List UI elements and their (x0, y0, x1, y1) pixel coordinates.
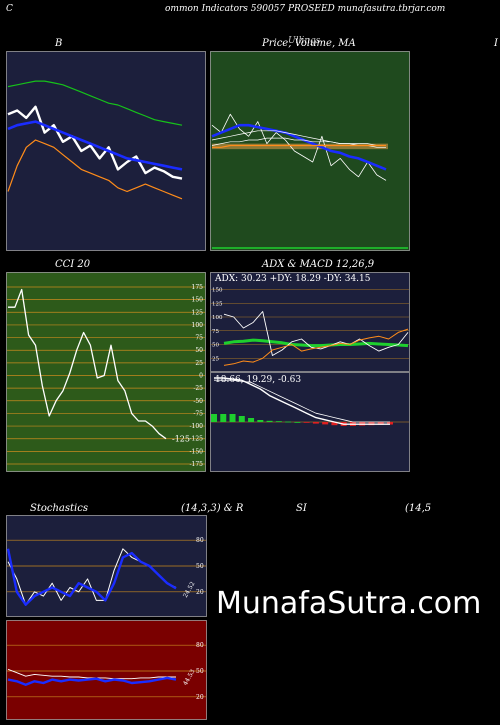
adx-tick-label: 25 (212, 356, 219, 362)
adx-chart: 150 125 100 75 50 25 (210, 272, 410, 372)
bollinger-upper-line (7, 80, 183, 126)
cci-tick-label: -50 (193, 398, 203, 405)
macd-histogram-bar (322, 422, 329, 425)
macd-histogram-bar (275, 421, 282, 422)
rsi-avg-line (7, 668, 176, 680)
adx-readout: ADX: 30.23 +DY: 18.29 -DY: 34.15 (215, 274, 371, 284)
macd-line (214, 377, 390, 425)
cci-tick-label: -175 (190, 461, 204, 468)
rsi-tick-label: 80 (196, 642, 204, 649)
macd-histogram-bar (248, 418, 255, 422)
price-price-line (211, 113, 387, 181)
cci-chart: 1751501251007550250-25-50-75-100-125-150… (6, 272, 206, 472)
stoch-tick-label: 50 (196, 563, 204, 570)
adx-tick-label: 75 (212, 329, 219, 335)
bollinger-ma-line (7, 120, 183, 171)
adx-tick-label: 50 (212, 343, 219, 349)
cci-tick-label: -25 (193, 385, 203, 392)
stoch-title: Stochastics (30, 503, 88, 514)
cci-title: CCI 20 (55, 259, 91, 270)
macd-chart (210, 372, 410, 472)
adx-tick-label: 125 (212, 301, 223, 307)
right-edge-letter: I (494, 38, 498, 49)
adx-title: ADX & MACD 12,26,9 (262, 259, 375, 270)
macd-histogram-bar (294, 422, 301, 423)
macd-histogram-bar (312, 422, 319, 424)
adx-tick-label: 150 (212, 288, 223, 294)
si-params: (14,5 (405, 503, 432, 514)
cci-tick-label: -125 (190, 436, 204, 443)
header-title: ommon Indicators 590057 PROSEED munafasu… (165, 4, 446, 14)
cci-tick-label: -100 (190, 423, 204, 430)
macd-readout: 18.66, 19.29, -0.63 (215, 375, 302, 385)
bb-title: B (55, 38, 63, 49)
macd-histogram-bar (331, 422, 338, 426)
ma-band (212, 143, 388, 150)
macd-histogram-bar (229, 414, 236, 422)
stoch-tick-label: 80 (196, 537, 204, 544)
rsi-tick-label: 50 (196, 668, 204, 675)
price-title: Price, Volume, MA (262, 38, 356, 49)
adx-adx-line (223, 338, 409, 348)
price-overlay-text: Ullings (288, 36, 321, 46)
cci-tick-label: 75 (195, 335, 203, 342)
price-bg (210, 51, 410, 251)
macd-histogram-bar (266, 420, 273, 422)
macd-histogram-bar (211, 414, 217, 422)
macd-histogram-bar (220, 414, 227, 422)
rsi-line (7, 676, 177, 687)
macd-signal-line (214, 379, 390, 423)
cci-tick-label: -150 (190, 448, 204, 455)
bollinger-price-line (7, 105, 183, 180)
cci-tick-label: 125 (192, 309, 204, 316)
macd-histogram-bar (303, 422, 310, 423)
cci-tick-label: 175 (192, 284, 204, 291)
price-volume-ma-chart (210, 51, 410, 251)
adx-tick-label: 100 (212, 315, 223, 321)
stoch-tick-label: 20 (196, 589, 204, 596)
price-ma-white2-line (211, 137, 386, 146)
stoch-d-line (6, 548, 177, 606)
macd-histogram-bar (377, 422, 384, 425)
watermark: MunafaSutra.com (216, 586, 482, 621)
cci-tick-label: 100 (192, 322, 204, 329)
cci-tick-label: 50 (195, 347, 203, 354)
price-ma-blue-line (211, 123, 387, 171)
adx-bg (210, 272, 410, 372)
macd-histogram-bar (238, 416, 245, 422)
bollinger-lower-line (7, 139, 183, 200)
si-title: SI (296, 503, 307, 514)
rsi-tick-label: 20 (196, 694, 204, 701)
stoch-params: (14,3,3) & R (181, 503, 244, 514)
cci-last-label: -125 (172, 435, 190, 444)
bollinger-chart (6, 51, 206, 251)
cci-tick-label: -75 (193, 410, 203, 417)
macd-histogram-bar (387, 422, 393, 425)
header-left-letter: C (6, 4, 13, 14)
macd-histogram-bar (285, 421, 292, 423)
adx-minus-di-line (223, 328, 409, 366)
price-ma-orange-line (212, 144, 386, 148)
cci-line (8, 288, 167, 440)
macd-histogram-bar (257, 420, 264, 422)
cci-tick-label: 0 (199, 373, 203, 380)
rsi-bg (6, 620, 207, 720)
cci-tick-label: 150 (192, 297, 204, 304)
cci-tick-label: 25 (195, 360, 203, 367)
